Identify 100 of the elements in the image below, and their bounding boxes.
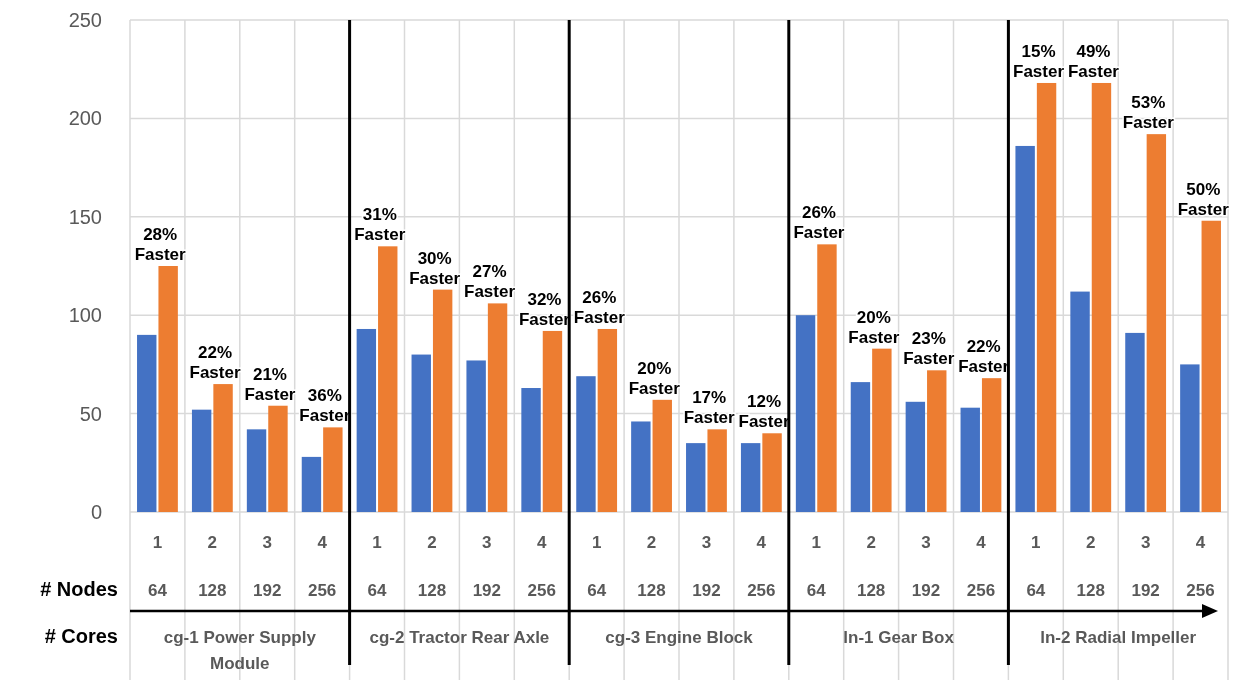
bar xyxy=(872,348,892,512)
annotation: 21% Faster xyxy=(244,364,296,404)
bar xyxy=(411,354,431,512)
text: 192 xyxy=(1131,581,1160,600)
bar xyxy=(597,328,618,512)
text: 256 xyxy=(966,581,996,600)
bar xyxy=(378,246,398,512)
y-tick-label: 250 xyxy=(68,9,102,31)
text: 192 xyxy=(911,581,941,600)
bar xyxy=(631,421,651,512)
bar xyxy=(158,266,178,512)
x-tick-label: 2 xyxy=(646,533,657,552)
bar xyxy=(268,405,288,512)
y-tick-label: 200 xyxy=(68,107,102,130)
x-tick-label: 1 xyxy=(591,533,602,552)
x-tick-label: 1 xyxy=(372,533,382,552)
bar xyxy=(137,334,157,512)
x-tick-label: 3 xyxy=(1140,533,1151,552)
bar xyxy=(1036,82,1057,512)
bar xyxy=(960,407,980,512)
text: 128 xyxy=(1076,581,1105,600)
bar xyxy=(576,376,596,512)
bar xyxy=(246,429,267,512)
x-tick-label: 1 xyxy=(811,533,821,552)
bar xyxy=(1180,364,1200,512)
text: 128 xyxy=(637,581,666,600)
bar xyxy=(1070,291,1090,512)
x-tick-label: 4 xyxy=(317,533,328,552)
bar xyxy=(981,378,1002,512)
text: 64 xyxy=(1026,581,1046,600)
text: 192 xyxy=(472,581,502,600)
text: # Nodes xyxy=(40,578,118,600)
bar xyxy=(740,443,761,512)
x-tick-label: 1 xyxy=(1031,533,1041,552)
text: # Cores xyxy=(44,625,118,647)
y-tick-label: 50 xyxy=(79,402,102,425)
x-tick-label: 4 xyxy=(537,533,548,552)
bar xyxy=(521,388,541,512)
text: 256 xyxy=(1186,581,1215,600)
x-tick-label: 3 xyxy=(482,533,492,552)
bar xyxy=(542,330,563,512)
annotation: 27% Faster xyxy=(464,262,516,302)
text: 192 xyxy=(692,581,721,600)
text: 128 xyxy=(417,581,447,600)
x-tick-label: 2 xyxy=(427,533,437,552)
x-tick-label: 2 xyxy=(866,533,876,552)
y-tick-label: 100 xyxy=(68,304,102,327)
bar xyxy=(487,303,508,512)
annotation: 26% Faster xyxy=(793,203,845,243)
y-tick-label: 0 xyxy=(90,501,102,523)
bar xyxy=(432,289,453,512)
annotation: 22% Faster xyxy=(958,337,1010,377)
text: cg-1 Power Supply Module xyxy=(163,628,317,673)
annotation: 26% Faster xyxy=(573,287,626,327)
text: ln-1 Gear Box xyxy=(843,628,955,647)
bar xyxy=(323,427,343,512)
annotation: 30% Faster xyxy=(409,248,461,288)
bar xyxy=(1015,145,1035,512)
bar xyxy=(850,382,871,512)
text: ln-2 Radial Impeller xyxy=(1040,628,1197,647)
bar xyxy=(356,328,377,512)
bar xyxy=(905,401,926,512)
bar xyxy=(191,409,212,512)
annotation: 17% Faster xyxy=(683,388,736,428)
text: 64 xyxy=(367,581,388,600)
annotation: 50% Faster xyxy=(1177,179,1230,219)
bar xyxy=(466,360,486,512)
x-tick-label: 2 xyxy=(207,533,218,552)
annotation: 23% Faster xyxy=(903,329,955,369)
text: 128 xyxy=(198,581,227,600)
annotation: 53% Faster xyxy=(1122,93,1175,133)
bar xyxy=(652,399,672,512)
x-tick-label: 1 xyxy=(152,533,163,552)
annotation: 20% Faster xyxy=(848,307,900,347)
bar xyxy=(213,384,233,512)
x-tick-label: 3 xyxy=(701,533,712,552)
bar xyxy=(1146,134,1167,512)
text: 64 xyxy=(587,581,607,600)
annotation: 31% Faster xyxy=(354,205,406,245)
bar xyxy=(686,443,706,512)
text: 256 xyxy=(747,581,776,600)
x-tick-label: 3 xyxy=(262,533,272,552)
text: 256 xyxy=(527,581,556,600)
annotation: 28% Faster xyxy=(134,225,187,264)
bar xyxy=(1125,332,1145,512)
annotation: 22% Faster xyxy=(189,343,241,383)
bar xyxy=(795,315,816,512)
annotation: 15% Faster xyxy=(1013,41,1065,81)
annotation: 49% Faster xyxy=(1067,41,1120,81)
text: 192 xyxy=(253,581,282,600)
bar xyxy=(927,370,947,512)
annotation: 20% Faster xyxy=(628,358,681,398)
x-tick-label: 4 xyxy=(756,533,767,552)
y-tick-label: 150 xyxy=(68,205,102,228)
annotation: 32% Faster xyxy=(518,289,571,329)
bar xyxy=(1091,82,1112,512)
text: 256 xyxy=(307,581,337,600)
bar xyxy=(1201,220,1221,512)
x-tick-label: 2 xyxy=(1086,533,1096,552)
bar xyxy=(301,456,322,512)
